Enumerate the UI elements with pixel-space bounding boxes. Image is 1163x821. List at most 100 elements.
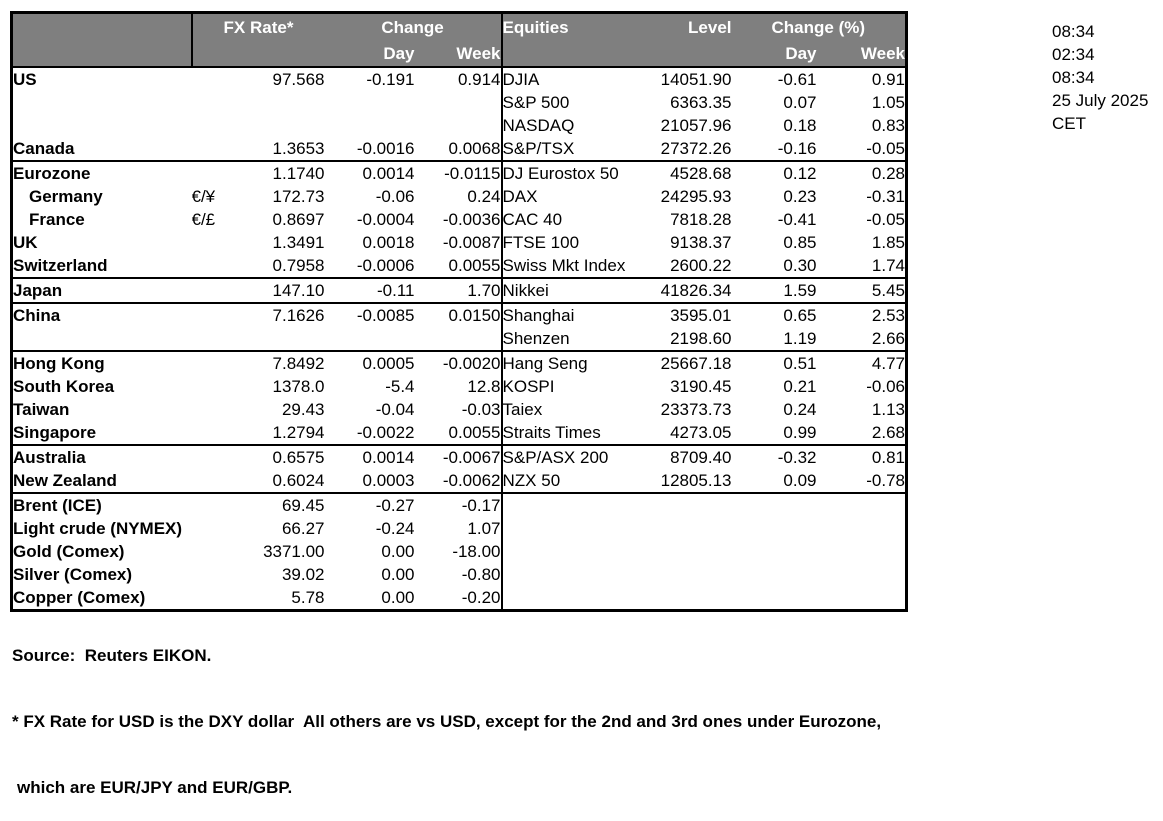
equity-week-change-cell	[817, 493, 907, 517]
country-cell: New Zealand	[11, 469, 192, 494]
equity-week-change-cell: 1.85	[871, 233, 906, 252]
equity-level-cell	[652, 493, 732, 517]
fx-rate-cell: 0.6024	[229, 469, 325, 494]
equity-level-cell: 3190.45	[670, 377, 732, 396]
fx-day-change-cell: 0.0003	[324, 469, 415, 494]
currency-pair-cell	[192, 231, 230, 254]
equity-day-change-cell: -0.16	[731, 137, 817, 162]
fx-rate-cell: 97.568	[272, 70, 325, 89]
equity-day-change-cell	[732, 517, 817, 540]
equity-level-cell	[652, 563, 732, 586]
fx-rate-cell: 1.3653	[229, 137, 325, 162]
country-cell: Singapore	[11, 421, 192, 446]
country-cell: Brent (ICE)	[13, 496, 102, 515]
corner-header-cell	[11, 12, 193, 40]
country-cell: Switzerland	[11, 254, 192, 279]
equity-name-cell: Shenzen	[501, 327, 652, 352]
currency-pair-cell: €/¥	[191, 187, 216, 206]
equity-week-change-cell: 0.81	[871, 448, 906, 467]
fx-day-change-cell: 0.00	[381, 542, 415, 561]
fx-day-change-cell	[325, 91, 415, 114]
fx-rate-cell: 1.1740	[272, 164, 325, 183]
equity-name-cell	[502, 493, 652, 517]
currency-pair-cell	[192, 517, 230, 540]
currency-pair-cell	[192, 445, 230, 469]
equity-week-change-cell: -0.31	[866, 187, 906, 206]
fx-rate-cell: 66.27	[281, 519, 325, 538]
equity-day-change-cell: -0.61	[777, 70, 817, 89]
fx-rate-cell: 7.1626	[272, 306, 325, 325]
equity-name-cell: KOSPI	[502, 377, 555, 396]
currency-pair-cell	[192, 161, 230, 185]
table-row: Eurozone 1.1740 0.0014 -0.0115 DJ Eurostox 5…	[12, 161, 907, 185]
fx-day-change-cell	[324, 327, 415, 352]
country-cell: Australia	[13, 448, 86, 467]
country-cell	[12, 91, 192, 114]
fx-day-change-cell: -0.0016	[324, 137, 415, 162]
country-cell: China	[13, 306, 61, 325]
equity-day-change-cell: 0.51	[783, 354, 817, 373]
equity-day-change-cell: 0.30	[731, 254, 817, 279]
table-row: South Korea 1378.0 -5.4 12.8 KOSPI 3190.45 0.2…	[12, 375, 907, 398]
fx-week-change-cell: -0.17	[414, 493, 503, 517]
fx-rate-cell	[230, 114, 325, 137]
fx-week-change-cell: 0.0068	[414, 137, 503, 162]
table-row: Japan 147.10 -0.11 1.70 Nikkei 41826.34 1.59 5.…	[11, 278, 907, 304]
equity-level-cell: 25667.18	[660, 354, 732, 373]
equity-name-cell: DAX	[502, 187, 538, 206]
table-row: Switzerland 0.7958 -0.0006 0.0055 Swiss Mkt …	[11, 254, 907, 279]
equity-level-cell: 4528.68	[670, 164, 732, 183]
table-row: Hong Kong 7.8492 0.0005 -0.0020 Hang Seng 256…	[12, 351, 907, 375]
currency-pair-cell	[191, 254, 230, 279]
fx-week-change-cell: -0.20	[414, 586, 503, 611]
fx-week-change-cell: -0.0087	[414, 231, 503, 254]
fx-week-change-cell: -0.0067	[414, 445, 503, 469]
equity-week-change-cell: 4.77	[871, 354, 906, 373]
currency-pair-cell	[192, 351, 230, 375]
fx-day-change-cell: -0.0004	[356, 210, 415, 229]
equity-level-cell: 21057.96	[660, 116, 732, 135]
equity-day-change-cell: 0.99	[731, 421, 817, 446]
table-row: New Zealand 0.6024 0.0003 -0.0062 NZX 50 1280…	[11, 469, 907, 494]
fx-rate-cell: 0.6575	[272, 448, 325, 467]
equity-level-cell: 4273.05	[651, 421, 732, 446]
fx-week-change-cell: 1.07	[414, 517, 503, 540]
country-cell: Japan	[11, 278, 192, 304]
fx-day-change-cell: 0.00	[381, 565, 415, 584]
fx-rate-header: FX Rate*	[191, 12, 325, 40]
equity-name-cell: S&P 500	[502, 93, 570, 112]
fx-day-change-cell: -0.0022	[324, 421, 415, 446]
fx-rate-cell: 0.8697	[272, 210, 325, 229]
fx-rate-cell: 5.78	[291, 588, 325, 607]
country-cell: South Korea	[13, 377, 115, 396]
table-body: US 97.568 -0.191 0.914 DJIA 14051.90 -0.61 0.91…	[11, 67, 907, 611]
table-row: S&P 500 6363.35 0.07 1.05	[12, 91, 907, 114]
fx-rate-cell	[230, 91, 325, 114]
equity-name-cell	[502, 540, 652, 563]
fx-rate-cell: 1.3491	[272, 233, 325, 252]
fx-rate-cell: 147.10	[229, 278, 325, 304]
equities-header: Equities	[501, 12, 652, 40]
equity-name-cell: CAC 40	[502, 210, 563, 229]
equity-day-change-cell: 0.12	[783, 164, 817, 183]
eq-week-header: Week	[816, 40, 907, 68]
table-row: China 7.1626 -0.0085 0.0150 Shanghai 3595.01 0…	[12, 303, 907, 327]
equity-week-change-cell: 0.91	[871, 70, 906, 89]
fx-day-change-cell: 0.0005	[362, 354, 415, 373]
footnotes: Source: Reuters EIKON. * FX Rate for USD…	[12, 601, 1162, 821]
equity-week-change-cell: 5.45	[816, 278, 907, 304]
fx-rate-cell	[229, 327, 325, 352]
equity-level-cell: 3595.01	[670, 306, 732, 325]
date-line: 25 July 2025	[1052, 91, 1149, 110]
equity-name-cell: DJ Eurostox 50	[502, 164, 619, 183]
equity-week-change-cell: 0.28	[871, 164, 906, 183]
equity-level-cell: 24295.93	[660, 187, 732, 206]
currency-pair-cell	[192, 540, 230, 563]
blank-header-cell	[191, 40, 325, 68]
equity-name-cell: NZX 50	[501, 469, 652, 494]
currency-pair-cell	[192, 67, 230, 91]
fx-week-change-cell: -0.0115	[414, 161, 503, 185]
equity-name-cell	[502, 563, 652, 586]
fx-rate-cell: 7.8492	[272, 354, 325, 373]
table-row: Silver (Comex) 39.02 0.00 -0.80	[12, 563, 907, 586]
